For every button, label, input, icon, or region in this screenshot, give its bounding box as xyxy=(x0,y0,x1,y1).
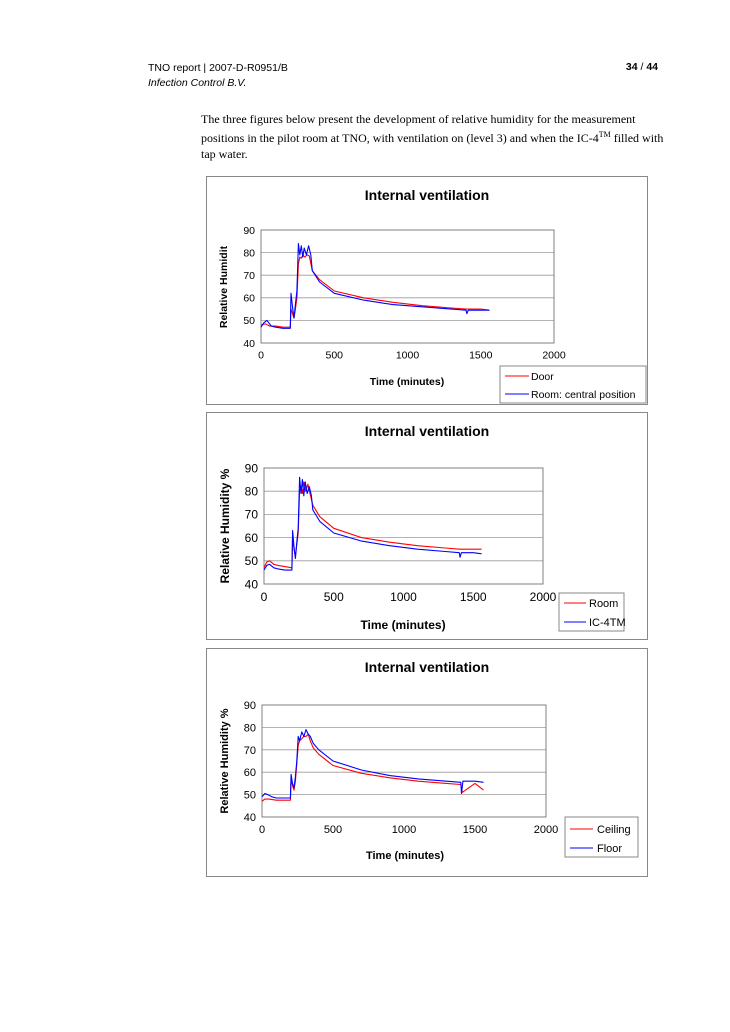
y-tick-label: 90 xyxy=(243,225,255,237)
x-tick-label: 1000 xyxy=(396,350,420,362)
y-tick-label: 90 xyxy=(245,461,259,475)
x-ticks: 0 500 1000 1500 2000 xyxy=(258,350,566,362)
gridlines xyxy=(261,252,554,321)
y-tick-label: 80 xyxy=(244,722,256,734)
series-lines xyxy=(261,729,484,802)
y-ticks: 40 50 60 70 80 90 xyxy=(244,700,256,824)
chart-3-frame: Internal ventilation 40 50 60 70 80 90 0 500 10… xyxy=(206,648,648,877)
x-axis-label: Time (minutes) xyxy=(366,850,444,862)
x-axis-label: Time (minutes) xyxy=(370,376,444,388)
x-ticks: 0 500 1000 1500 2000 xyxy=(261,590,557,604)
x-tick-label: 1500 xyxy=(460,590,487,604)
plot-area xyxy=(261,704,547,818)
legend: Room IC-4TM xyxy=(558,592,626,632)
y-tick-label: 50 xyxy=(244,790,256,802)
x-tick-label: 1500 xyxy=(463,824,487,836)
legend-box xyxy=(564,816,639,858)
chart-title: Internal ventilation xyxy=(365,423,489,439)
legend: Door Room: central position xyxy=(499,365,647,404)
plot-area xyxy=(263,467,544,585)
x-tick-label: 0 xyxy=(258,350,264,362)
y-tick-label: 60 xyxy=(245,531,259,545)
gridlines xyxy=(264,490,543,562)
x-tick-label: 500 xyxy=(325,350,343,362)
series-lines xyxy=(260,243,490,329)
x-tick-label: 2000 xyxy=(542,350,566,362)
series-line-1 xyxy=(263,481,482,569)
y-tick-label: 60 xyxy=(244,767,256,779)
y-tick-label: 90 xyxy=(244,700,256,712)
series-line-2 xyxy=(260,243,490,329)
legend: Ceiling Floor xyxy=(564,816,639,858)
x-tick-label: 500 xyxy=(324,824,342,836)
y-tick-label: 60 xyxy=(243,293,255,305)
chart-title: Internal ventilation xyxy=(365,187,489,203)
y-axis-label: Relative Humidity % xyxy=(219,708,231,813)
gridlines xyxy=(262,727,546,796)
x-tick-label: 1000 xyxy=(390,590,417,604)
intro-paragraph: The three figures below present the deve… xyxy=(201,111,671,162)
chart-title: Internal ventilation xyxy=(365,659,489,675)
legend-label-door: Door xyxy=(531,371,554,383)
client-name: Infection Control B.V. xyxy=(148,77,247,89)
x-tick-label: 0 xyxy=(261,590,268,604)
x-tick-label: 1500 xyxy=(469,350,493,362)
report-header: TNO report | 2007-D-R0951/B Infection Co… xyxy=(148,61,288,91)
report-number: TNO report | 2007-D-R0951/B xyxy=(148,62,288,74)
x-axis-label: Time (minutes) xyxy=(360,618,445,632)
plot-area xyxy=(260,229,555,344)
legend-box xyxy=(499,365,647,404)
legend-label-room: Room: central position xyxy=(531,389,636,401)
y-ticks: 40 50 60 70 80 90 xyxy=(243,225,255,350)
y-tick-label: 80 xyxy=(243,247,255,259)
chart-3: Internal ventilation 40 50 60 70 80 90 0 500 10… xyxy=(219,659,639,862)
x-ticks: 0 500 1000 1500 2000 xyxy=(259,824,558,836)
x-tick-label: 1000 xyxy=(392,824,416,836)
legend-label-ceiling: Ceiling xyxy=(597,824,631,836)
legend-box xyxy=(558,592,625,632)
y-tick-label: 40 xyxy=(243,338,255,350)
y-axis-label: Relative Humidity % xyxy=(218,468,232,583)
chart-1-frame: Internal ventilation 40 50 60 70 80 90 0 500 10… xyxy=(206,176,648,405)
y-ticks: 40 50 60 70 80 90 xyxy=(245,461,259,591)
chart-1: Internal ventilation 40 50 60 70 80 90 0 500 10… xyxy=(218,187,647,404)
chart-2: Internal ventilation 40 50 60 70 80 90 0 500 10… xyxy=(218,423,626,632)
page-separator: / xyxy=(640,61,644,73)
y-tick-label: 70 xyxy=(245,508,259,522)
y-tick-label: 50 xyxy=(245,554,259,568)
y-tick-label: 40 xyxy=(244,812,256,824)
y-tick-label: 40 xyxy=(245,577,259,591)
x-tick-label: 2000 xyxy=(530,590,557,604)
series-lines xyxy=(263,476,482,571)
y-tick-label: 80 xyxy=(245,485,259,499)
legend-label-ic4tm: IC-4TM xyxy=(589,617,626,629)
series-line-2 xyxy=(261,729,484,799)
intro-text-end: filled with tap water. xyxy=(201,131,664,161)
y-tick-label: 70 xyxy=(244,745,256,757)
page-number: 34 / 44 xyxy=(600,61,658,73)
page-total: 44 xyxy=(646,61,658,73)
series-line-1 xyxy=(260,254,490,328)
intro-text: The three figures below present the deve… xyxy=(201,112,636,145)
chart-2-frame: Internal ventilation 40 50 60 70 80 90 0 500 10… xyxy=(206,412,648,640)
series-line-2 xyxy=(263,476,482,571)
x-tick-label: 500 xyxy=(324,590,344,604)
legend-label-floor: Floor xyxy=(597,843,622,855)
y-tick-label: 50 xyxy=(243,315,255,327)
series-line-1 xyxy=(261,733,484,802)
x-tick-label: 2000 xyxy=(534,824,558,836)
page-current: 34 xyxy=(625,61,638,73)
x-tick-label: 0 xyxy=(259,824,265,836)
intro-trademark: TM xyxy=(598,130,611,139)
legend-label-room: Room xyxy=(589,598,618,610)
y-tick-label: 70 xyxy=(243,270,255,282)
y-axis-label: Relative Humidit xyxy=(218,245,230,328)
